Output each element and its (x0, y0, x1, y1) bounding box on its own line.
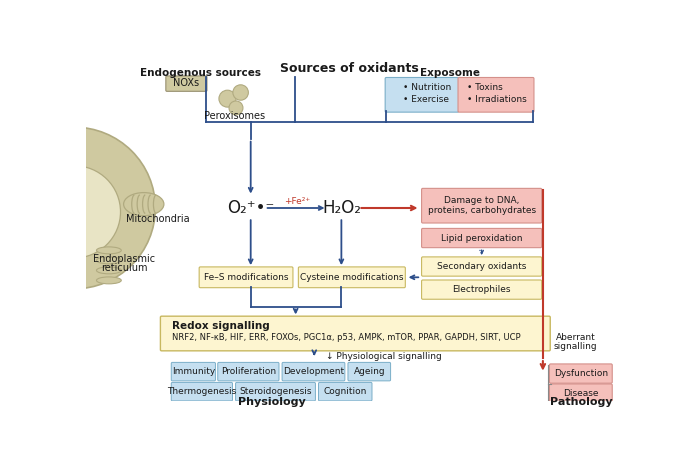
Text: Fe–S modifications: Fe–S modifications (204, 273, 288, 282)
Text: Lipid peroxidation: Lipid peroxidation (441, 234, 523, 243)
Text: Electrophiles: Electrophiles (452, 285, 511, 294)
FancyBboxPatch shape (199, 267, 293, 288)
Text: +Fe²⁺: +Fe²⁺ (284, 198, 310, 207)
Text: reticulum: reticulum (101, 263, 148, 274)
Text: Secondary oxidants: Secondary oxidants (437, 262, 526, 271)
Text: Physiology: Physiology (238, 397, 306, 407)
FancyBboxPatch shape (549, 364, 612, 383)
Circle shape (229, 101, 243, 115)
Text: • Toxins: • Toxins (467, 83, 503, 92)
FancyBboxPatch shape (282, 362, 345, 381)
Text: ↓ Physiological signalling: ↓ Physiological signalling (326, 352, 442, 361)
FancyBboxPatch shape (348, 362, 390, 381)
Text: Sources of oxidants: Sources of oxidants (279, 62, 419, 75)
Circle shape (27, 166, 121, 258)
Text: Cognition: Cognition (323, 387, 367, 396)
Text: Redox signalling: Redox signalling (173, 321, 270, 331)
FancyBboxPatch shape (236, 382, 315, 401)
FancyBboxPatch shape (319, 382, 372, 401)
FancyBboxPatch shape (421, 280, 542, 299)
FancyBboxPatch shape (421, 257, 542, 276)
Ellipse shape (123, 193, 164, 216)
Text: Disease: Disease (563, 389, 599, 398)
Text: Development: Development (283, 367, 344, 376)
Ellipse shape (97, 257, 121, 264)
FancyBboxPatch shape (421, 189, 542, 223)
Text: Steroidogenesis: Steroidogenesis (239, 387, 312, 396)
FancyBboxPatch shape (299, 267, 406, 288)
FancyBboxPatch shape (171, 382, 232, 401)
FancyBboxPatch shape (421, 229, 542, 248)
Text: Endogenous sources: Endogenous sources (140, 68, 261, 78)
Text: NRF2, NF-κB, HIF, ERR, FOXOs, PGC1α, p53, AMPK, mTOR, PPAR, GAPDH, SIRT, UCP: NRF2, NF-κB, HIF, ERR, FOXOs, PGC1α, p53… (173, 333, 521, 342)
Text: Exposome: Exposome (420, 68, 480, 78)
Text: Thermogenesis: Thermogenesis (167, 387, 236, 396)
Ellipse shape (97, 267, 121, 274)
Text: • Nutrition: • Nutrition (403, 83, 451, 92)
FancyBboxPatch shape (166, 76, 207, 91)
Text: H₂O₂: H₂O₂ (322, 199, 361, 217)
Text: Mitochondria: Mitochondria (126, 214, 190, 224)
Text: Dysfunction: Dysfunction (553, 369, 608, 378)
Text: • Exercise: • Exercise (403, 95, 449, 104)
Text: O₂⁺•⁻: O₂⁺•⁻ (227, 199, 274, 217)
Ellipse shape (97, 247, 121, 254)
FancyBboxPatch shape (171, 362, 216, 381)
FancyBboxPatch shape (218, 362, 279, 381)
Text: Ageing: Ageing (353, 367, 385, 376)
Text: Endoplasmic: Endoplasmic (93, 254, 155, 264)
Text: signalling: signalling (553, 342, 597, 351)
FancyBboxPatch shape (160, 316, 550, 351)
Text: Aberrant: Aberrant (556, 333, 595, 342)
FancyBboxPatch shape (385, 77, 459, 112)
Text: Proliferation: Proliferation (221, 367, 276, 376)
FancyBboxPatch shape (549, 384, 612, 403)
Text: Immunity: Immunity (172, 367, 215, 376)
Text: • Irradiations: • Irradiations (467, 95, 527, 104)
Circle shape (0, 127, 155, 289)
Circle shape (219, 90, 236, 107)
Ellipse shape (97, 277, 121, 284)
Text: Damage to DNA,: Damage to DNA, (444, 196, 519, 205)
Text: Pathology: Pathology (549, 397, 612, 407)
Text: Cysteine modifications: Cysteine modifications (300, 273, 403, 282)
Text: NOXs: NOXs (173, 78, 199, 88)
Circle shape (233, 85, 249, 100)
Text: Peroxisomes: Peroxisomes (204, 111, 265, 121)
FancyBboxPatch shape (458, 77, 534, 112)
Text: proteins, carbohydrates: proteins, carbohydrates (427, 206, 536, 215)
